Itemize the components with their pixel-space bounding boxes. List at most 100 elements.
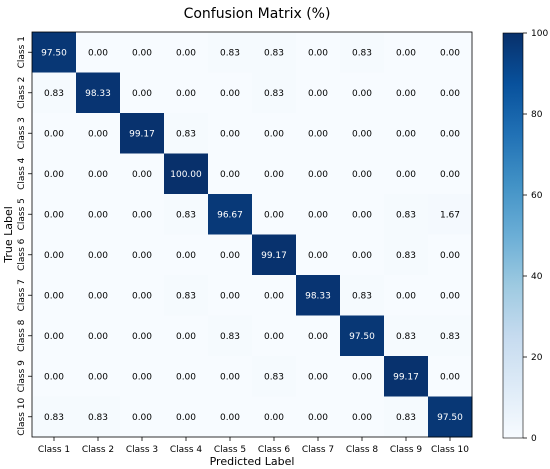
heatmap-cell-value: 0.00 [220, 170, 240, 180]
heatmap-cell-value: 0.00 [308, 170, 328, 180]
heatmap-cell-value: 0.83 [396, 210, 416, 220]
heatmap-cell-value: 0.83 [220, 48, 240, 58]
heatmap-cell-value: 0.00 [132, 332, 152, 342]
heatmap-cell-value: 0.00 [44, 210, 64, 220]
heatmap-cell-value: 0.00 [396, 48, 416, 58]
heatmap-cell-value: 0.00 [264, 210, 284, 220]
heatmap-cell-value: 0.00 [220, 413, 240, 423]
y-axis-ticks: Class 1 Class 2 Class 3 Class 4 Class 5 Class… [17, 36, 32, 436]
heatmap-cell-value: 0.00 [176, 251, 196, 261]
heatmap-cell [208, 356, 253, 397]
heatmap-cell [340, 72, 385, 114]
heatmap-cell [32, 72, 77, 114]
heatmap-cell [208, 153, 253, 195]
heatmap-cell [340, 356, 385, 397]
heatmap-cell [208, 32, 253, 73]
heatmap-cell-value: 0.00 [396, 170, 416, 180]
heatmap-cell-value: 0.00 [396, 89, 416, 99]
heatmap-cell-value: 0.00 [264, 170, 284, 180]
heatmap-cell-value: 0.00 [440, 372, 460, 382]
heatmap-cell [252, 113, 297, 154]
heatmap-cell-value: 0.00 [440, 129, 460, 139]
heatmap-cell [252, 194, 297, 235]
heatmap-cell-value: 97.50 [437, 413, 463, 423]
heatmap-cell [340, 153, 385, 195]
heatmap-cell-value: 0.83 [44, 89, 64, 99]
heatmap-cell [384, 113, 429, 154]
heatmap-cell-value: 0.00 [88, 332, 108, 342]
heatmap-cell [120, 315, 165, 357]
heatmap-cell [384, 234, 429, 276]
heatmap-cell [164, 275, 209, 316]
heatmap-cell-value: 0.00 [220, 291, 240, 301]
heatmap-cell [164, 356, 209, 397]
heatmap-cell [428, 113, 473, 154]
heatmap-cell-value: 0.00 [132, 48, 152, 58]
heatmap-cell [164, 153, 209, 195]
heatmap-cell [120, 32, 165, 73]
heatmap-cell-value: 0.00 [352, 372, 372, 382]
heatmap-cell-value: 0.00 [308, 129, 328, 139]
heatmap-cell [296, 275, 341, 316]
heatmap-cell-value: 0.00 [132, 89, 152, 99]
heatmap-cell [76, 194, 121, 235]
heatmap-cell [76, 275, 121, 316]
heatmap-cell [340, 32, 385, 73]
heatmap-cell-value: 0.00 [132, 170, 152, 180]
heatmap-cell [120, 153, 165, 195]
x-tick-label: Class 9 [390, 445, 423, 455]
heatmap-cell [208, 113, 253, 154]
heatmap-cell-value: 0.00 [352, 129, 372, 139]
heatmap-cell-value: 0.83 [264, 89, 284, 99]
heatmap-cell-value: 0.83 [264, 372, 284, 382]
colorbar-tick-label: 0 [531, 434, 537, 444]
colorbar-tick-label: 40 [531, 272, 543, 282]
x-tick-label: Class 10 [431, 445, 469, 455]
y-tick-label: Class 9 [17, 360, 27, 393]
x-axis-label: Predicted Label [210, 455, 295, 468]
heatmap-cell-value: 0.00 [176, 89, 196, 99]
x-tick-label: Class 2 [82, 445, 114, 455]
heatmap-cell [340, 275, 385, 316]
colorbar-tick-label: 60 [531, 191, 543, 201]
heatmap-cell-value: 0.00 [220, 251, 240, 261]
heatmap-cell [208, 396, 253, 438]
heatmap-cell [32, 194, 77, 235]
x-tick-label: Class 6 [258, 445, 291, 455]
heatmap-cell [32, 315, 77, 357]
heatmap-cell-value: 0.00 [440, 251, 460, 261]
heatmap-cell [164, 32, 209, 73]
plot-frame [31, 31, 473, 438]
heatmap-cell-value: 0.00 [44, 372, 64, 382]
heatmap-cell-value: 0.83 [396, 413, 416, 423]
heatmap-cell-value: 0.83 [396, 251, 416, 261]
heatmap-cell-value: 0.83 [88, 413, 108, 423]
heatmap-cell-value: 0.00 [396, 291, 416, 301]
heatmap-cell-value: 0.00 [176, 413, 196, 423]
heatmap-cell [120, 356, 165, 397]
heatmap-cell-value: 0.00 [176, 48, 196, 58]
heatmap-cell [32, 275, 77, 316]
y-tick-label: Class 1 [17, 36, 27, 68]
heatmap-cell-value: 0.00 [308, 210, 328, 220]
heatmap-cell-value: 0.00 [440, 170, 460, 180]
heatmap-cell-value: 0.00 [264, 332, 284, 342]
colorbar-ticks: 0 20 40 60 80 100 [523, 29, 548, 444]
heatmap-cell [428, 396, 473, 438]
heatmap-cell-value: 0.83 [352, 48, 372, 58]
heatmap-cell [76, 113, 121, 154]
heatmap-cell [164, 234, 209, 276]
heatmap-cell [428, 356, 473, 397]
heatmap-cell-value: 0.00 [88, 291, 108, 301]
heatmap-cell-value: 0.00 [220, 129, 240, 139]
heatmap-cell [252, 72, 297, 114]
heatmap-cell-value: 0.83 [352, 291, 372, 301]
heatmap-cell-value: 1.67 [440, 210, 460, 220]
heatmap-cell-value: 0.00 [308, 89, 328, 99]
heatmap-cell [428, 32, 473, 73]
colorbar-tick-label: 80 [531, 110, 543, 120]
y-tick-label: Class 7 [17, 279, 27, 311]
heatmap-cell [252, 275, 297, 316]
heatmap-cell [120, 113, 165, 154]
heatmap-cell [428, 153, 473, 195]
